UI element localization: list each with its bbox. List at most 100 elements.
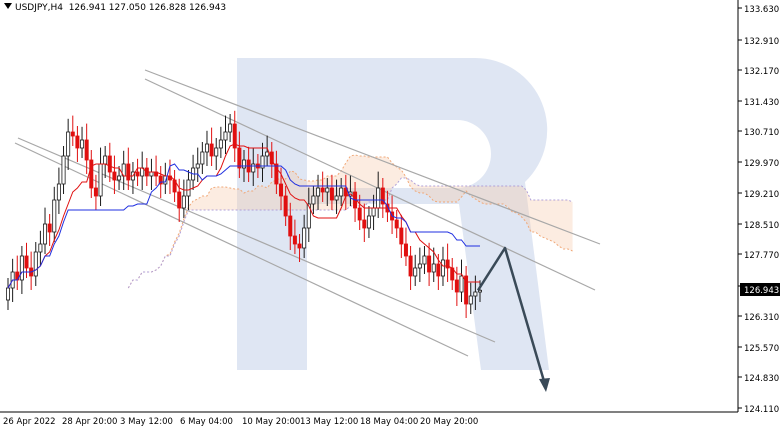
x-tick-label: 10 May 20:00: [242, 417, 300, 427]
candle: [464, 266, 469, 318]
candle-body: [292, 235, 297, 245]
candle: [218, 126, 223, 158]
candle: [265, 135, 270, 166]
x-tick-label: 6 May 04:00: [180, 417, 233, 427]
candle: [200, 142, 205, 174]
candle: [177, 178, 182, 222]
x-tick-label: 26 Apr 2022: [3, 417, 56, 427]
candle: [228, 114, 233, 142]
symbol-label: USDJPY,H4: [15, 3, 63, 13]
candle-body: [394, 219, 399, 229]
candle-body: [473, 291, 478, 297]
candle: [408, 246, 413, 290]
time-axis: 26 Apr 2022 28 Apr 20:00 3 May 12:00 6 M…: [0, 411, 738, 427]
candle: [75, 126, 80, 162]
senkou-span-a: [127, 154, 573, 289]
y-tick-label: 124.110: [744, 405, 779, 415]
candle: [66, 118, 71, 170]
candles: [6, 110, 482, 318]
candle: [260, 142, 265, 182]
candle: [473, 275, 478, 310]
tenkan-line: [7, 143, 480, 289]
candle-body: [413, 267, 418, 277]
y-tick-label: 133.630: [744, 5, 779, 15]
y-tick-label: 124.830: [744, 374, 779, 384]
candle: [311, 186, 316, 214]
candle: [24, 242, 29, 278]
candle-body: [107, 155, 112, 173]
candle: [181, 179, 186, 218]
candle: [320, 171, 325, 202]
candle: [98, 147, 103, 206]
candle-body: [103, 155, 108, 165]
candle: [274, 150, 279, 194]
candle: [316, 174, 321, 210]
candle-body: [399, 227, 404, 245]
channel-line: [144, 78, 596, 291]
candle-body: [468, 295, 473, 305]
candle-body: [181, 195, 186, 209]
candle: [413, 254, 418, 286]
candle: [237, 131, 242, 178]
candle-body: [316, 187, 321, 197]
candle-body: [66, 131, 71, 157]
candle: [427, 242, 432, 286]
candle: [403, 227, 408, 266]
kijun-line: [7, 163, 480, 289]
candle-body: [422, 255, 427, 265]
dropdown-triangle-icon[interactable]: [4, 3, 12, 9]
y-tick-label: 125.570: [744, 344, 779, 354]
candle-body: [362, 219, 367, 229]
candle: [33, 242, 38, 286]
candle-body: [306, 203, 311, 229]
candle-body: [459, 275, 464, 293]
candle: [47, 214, 52, 246]
x-tick-label: 20 May 20:00: [420, 417, 478, 427]
candle: [232, 110, 237, 162]
candle: [93, 174, 98, 210]
candle: [70, 115, 75, 146]
current-price-tag: [740, 283, 780, 296]
candle: [112, 155, 117, 194]
candle-body: [89, 159, 94, 189]
candle: [214, 138, 219, 170]
y-tick-label: 131.430: [744, 98, 779, 108]
candle: [172, 170, 177, 202]
candle: [149, 158, 154, 190]
candle-body: [376, 187, 381, 209]
y-tick-label: 127.770: [744, 251, 779, 261]
candle-body: [464, 275, 469, 305]
candle: [89, 150, 94, 198]
candle: [297, 234, 302, 262]
candle-body: [38, 243, 43, 253]
candle: [103, 146, 108, 178]
candle: [394, 210, 399, 238]
candle-body: [454, 279, 459, 293]
candle: [126, 147, 131, 190]
candle: [19, 246, 24, 294]
candle-body: [158, 175, 163, 185]
candle-body: [311, 195, 316, 205]
candle: [422, 246, 427, 274]
candle-body: [279, 183, 284, 197]
candle-body: [61, 155, 66, 185]
candle-body: [288, 215, 293, 237]
candle-body: [204, 143, 209, 153]
candle: [223, 115, 228, 154]
candle-body: [283, 195, 288, 217]
candle: [288, 202, 293, 250]
candle-body: [427, 255, 432, 273]
candle-body: [380, 187, 385, 205]
candle-body: [417, 263, 422, 269]
x-tick-label: 28 Apr 20:00: [62, 417, 117, 427]
candle-body: [440, 259, 445, 277]
candle: [445, 243, 450, 282]
candle: [380, 178, 385, 218]
forecast-path: [476, 246, 548, 389]
candle-body: [477, 289, 482, 293]
current-price-label: 126.943: [744, 286, 779, 296]
candle-body: [209, 143, 214, 157]
candle: [459, 259, 464, 302]
candle-body: [47, 223, 52, 233]
candle-body: [265, 151, 270, 157]
